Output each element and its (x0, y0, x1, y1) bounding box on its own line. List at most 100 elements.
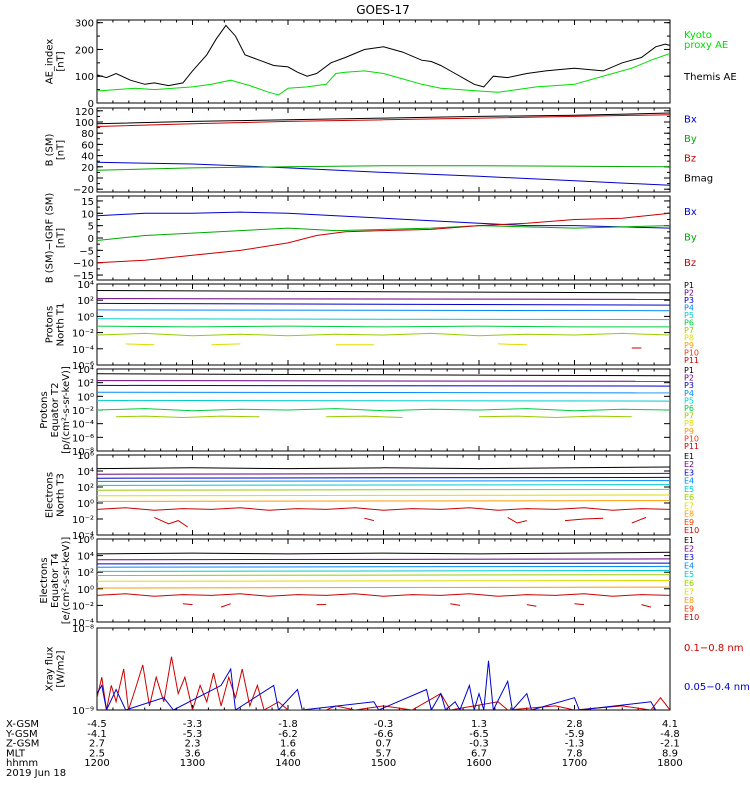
legend-item: E9 (684, 604, 694, 613)
legend-item: P6 (684, 404, 694, 413)
y-axis-label: Electrons (45, 472, 56, 518)
series-line-1 (97, 24, 670, 88)
series-line-5 (97, 399, 670, 402)
y-tick-label: 10⁻⁶ (72, 361, 94, 372)
y-tick-label: 10⁻⁴ (72, 531, 94, 542)
series-line-2 (97, 472, 670, 475)
y-tick-label: 10⁻⁶ (72, 433, 94, 444)
y-tick-label: 10⁶ (77, 535, 94, 546)
series-line-6 (97, 408, 670, 412)
y-tick-label: 120 (75, 107, 94, 118)
legend-item: Bz (684, 258, 696, 269)
footer-value: -0.3 (469, 739, 489, 750)
legend-item: By (684, 233, 697, 244)
footer-value: -6.5 (469, 729, 489, 740)
series-line-2 (97, 558, 670, 561)
series-line-7 (97, 494, 670, 497)
y-tick-label: 10² (77, 296, 94, 307)
series-line-10 (182, 603, 193, 606)
legend-item: E8 (684, 510, 694, 519)
series-group (97, 112, 670, 186)
y-axis-label: Electrons (39, 557, 50, 603)
y-tick-label: 10⁴ (77, 467, 94, 478)
series-group (97, 466, 670, 528)
legend-item: P9 (684, 427, 694, 436)
series-line-9 (97, 593, 670, 597)
series-line-9 (211, 343, 241, 346)
panel-frame (96, 283, 671, 366)
y-axis-label: [nT] (56, 140, 67, 160)
footer-row-label: X-GSM (6, 719, 39, 730)
footer-value: 1300 (180, 758, 205, 769)
panel-7: 10⁻⁴ 10⁻² 10⁰ 10² 10⁴ 10⁶ Electrons Equator T4[… (39, 535, 699, 629)
legend-item: P7 (684, 412, 694, 421)
y-tick-label: 10⁴ (77, 365, 94, 376)
legend-item: P3 (684, 296, 694, 305)
series-line-14 (526, 604, 537, 607)
panel-frame (96, 627, 671, 711)
footer-value: -6.6 (374, 729, 394, 740)
series-line-3 (97, 384, 670, 387)
series-line-1 (97, 373, 670, 377)
y-tick-label: 10⁰ (77, 392, 94, 403)
y-tick-label: 10⁻⁴ (72, 345, 94, 356)
y-axis-label: [nT] (56, 228, 67, 248)
y-tick-label: 40 (81, 152, 94, 163)
y-tick-label: 10² (77, 379, 94, 390)
y-tick-label: 0 (88, 99, 94, 110)
y-tick-label: 10⁶ (77, 451, 94, 462)
legend-item: P10 (684, 349, 699, 358)
series-line-7 (116, 415, 260, 419)
series-line-13 (564, 517, 604, 522)
legend-item: E10 (684, 526, 699, 535)
legend-item: E9 (684, 518, 694, 527)
series-line-1 (97, 290, 670, 294)
series-group (97, 290, 670, 349)
y-tick-label: 10⁻⁸ (72, 447, 94, 458)
y-tick-label: 10⁰ (77, 585, 94, 596)
legend-item: proxy AE (684, 40, 728, 51)
y-axis-label: Equator T2 (50, 383, 61, 438)
footer-value: -0.3 (374, 719, 394, 730)
y-tick-label: −5 (79, 246, 94, 257)
y-tick-label: 10⁴ (77, 552, 94, 563)
legend-item: P9 (684, 341, 694, 350)
y-axis-label: Equator T4 (50, 553, 61, 608)
y-tick-label: 10² (77, 568, 94, 579)
legend-item: E3 (684, 468, 694, 477)
legend-item: P1 (684, 281, 694, 290)
legend-item: Themis AE (683, 72, 737, 83)
y-tick-label: 10⁻² (72, 601, 94, 612)
footer-value: 1800 (657, 758, 682, 769)
footer-value: 2.3 (185, 739, 201, 750)
y-tick-label: 10⁻⁴ (72, 618, 94, 629)
footer-value: 2.5 (89, 748, 105, 759)
y-axis-label: AE_index (45, 39, 56, 85)
y-tick-label: 10⁰ (77, 312, 94, 323)
series-line-8 (97, 586, 670, 589)
series-line-11 (220, 603, 231, 608)
series-line-8 (326, 415, 403, 418)
series-line-11 (498, 343, 527, 346)
legend-item: P5 (684, 396, 694, 405)
footer-value: 3.6 (185, 748, 201, 759)
footer-value: -4.8 (660, 729, 680, 740)
footer-row-label: Z-GSM (6, 739, 39, 750)
legend-item: E6 (684, 493, 694, 502)
series-line-2 (97, 225, 670, 241)
legend-item: P2 (684, 289, 694, 298)
y-axis-label: [e/(cm²-s-sr-keV)] (61, 537, 72, 625)
series-line-9 (97, 507, 670, 511)
y-tick-label: 0 (88, 234, 94, 245)
footer-value: 6.7 (471, 748, 487, 759)
footer-value: -4.1 (87, 729, 107, 740)
series-line-3 (97, 562, 670, 565)
legend-item: E7 (684, 501, 694, 510)
y-axis-label: Xray flux (45, 647, 56, 692)
series-line-11 (364, 517, 375, 522)
figure-title: GOES-17 (356, 3, 410, 17)
legend-item: E7 (684, 587, 694, 596)
legend-item: E10 (684, 613, 699, 622)
series-line-4 (97, 391, 670, 394)
